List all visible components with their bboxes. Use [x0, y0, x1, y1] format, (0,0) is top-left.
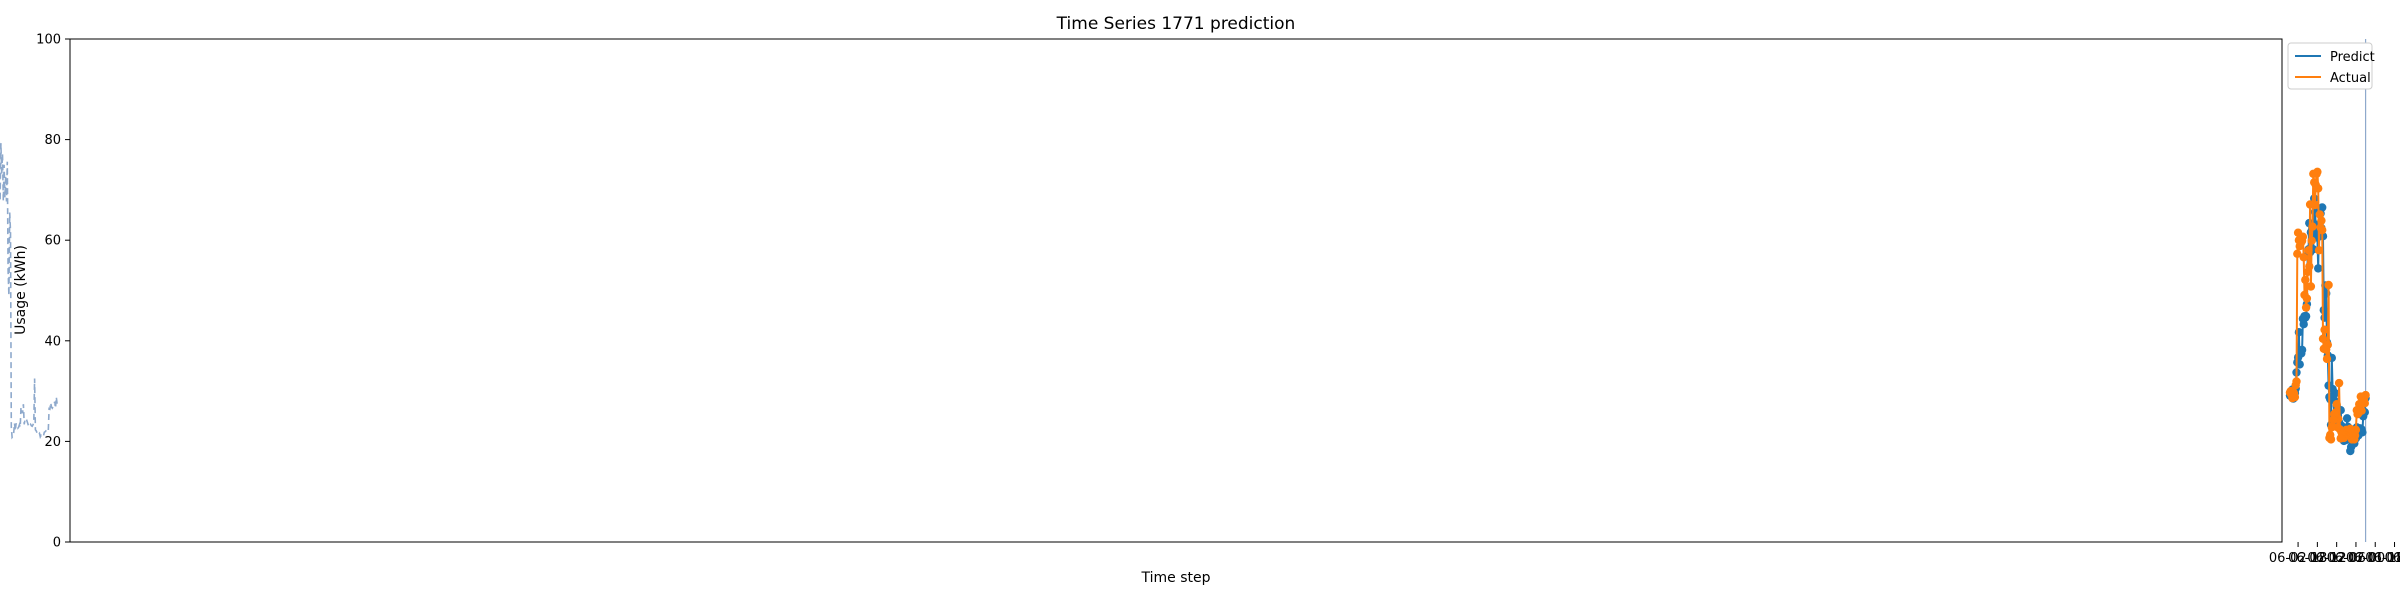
- actual-point: [2314, 246, 2324, 255]
- x-tick-label: 06-01 18: [2346, 551, 2400, 566]
- legend: Predict Actual: [2287, 42, 2375, 90]
- y-tick-label: 20: [44, 435, 61, 450]
- legend-actual-label: Actual: [2330, 71, 2371, 86]
- actual-point: [2325, 433, 2334, 443]
- actual-point: [2356, 392, 2365, 401]
- actual-point: [2293, 228, 2303, 237]
- actual-point: [2322, 354, 2332, 364]
- actual-point: [2319, 344, 2328, 353]
- actual-point: [2293, 249, 2302, 258]
- actual-point: [2309, 169, 2318, 178]
- actual-point: [2301, 303, 2311, 312]
- actual-point: [2301, 275, 2310, 285]
- actual-point: [2315, 210, 2324, 219]
- y-axis: 0 20 40 60 80 100: [36, 33, 70, 551]
- actual-point: [2320, 325, 2329, 334]
- actual-point: [2285, 388, 2295, 397]
- actual-point: [2306, 282, 2316, 291]
- actual-point: [2305, 200, 2315, 209]
- y-axis-label: Usage (kWh): [13, 245, 29, 335]
- actual-point: [2299, 253, 2308, 262]
- actual-point: [2332, 400, 2341, 409]
- actual-point: [2316, 223, 2325, 232]
- actual-point: [2327, 423, 2336, 432]
- actual-point: [2336, 434, 2345, 443]
- actual-point: [2329, 415, 2338, 424]
- actual-point: [2318, 334, 2328, 343]
- y-tick-label: 0: [53, 536, 61, 551]
- actual-point: [2300, 290, 2309, 300]
- actual-point: [2310, 178, 2319, 187]
- x-tick-label: 06-02 06: [2307, 551, 2365, 566]
- legend-predict-label: Predict: [2330, 50, 2375, 65]
- actual-point: [2291, 380, 2300, 390]
- actual-point: [2308, 222, 2317, 231]
- actual-point: [2334, 378, 2344, 388]
- predict-point: [2319, 305, 2328, 315]
- y-tick-label: 100: [36, 33, 61, 48]
- actual-point: [2304, 246, 2313, 255]
- predict-point: [2346, 446, 2355, 456]
- predict-point: [2342, 414, 2352, 423]
- x-tick-label: 06-02 12: [2288, 551, 2346, 566]
- y-tick-label: 80: [44, 133, 61, 148]
- x-tick-label: 06-02 00: [2327, 551, 2385, 566]
- predict-point: [2296, 346, 2305, 356]
- x-tick-label: 06-02 18: [2269, 551, 2327, 566]
- x-tick-label: 06-01 12: [2365, 551, 2400, 566]
- predict-point: [2298, 314, 2308, 323]
- x-axis-label: Time step: [1141, 570, 1211, 586]
- actual-point: [2303, 267, 2312, 277]
- actual-point: [2307, 236, 2316, 245]
- chart-title: Time Series 1771 prediction: [1056, 14, 1296, 34]
- y-tick-label: 40: [44, 334, 61, 349]
- x-tick-label: 06-01 06: [2385, 551, 2400, 566]
- plot-area: [0, 39, 2370, 542]
- actual-point: [2352, 406, 2361, 415]
- actual-point: [2324, 280, 2333, 290]
- plot-frame: [69, 38, 2283, 543]
- y-tick-label: 60: [44, 234, 61, 249]
- predict-point: [2314, 264, 2323, 273]
- actual-point: [2294, 236, 2304, 245]
